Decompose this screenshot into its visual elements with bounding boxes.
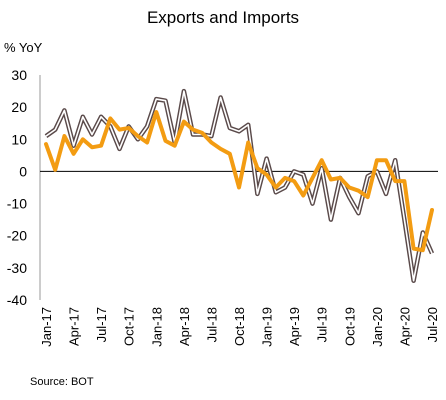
x-tick-label: Apr-20 (397, 307, 412, 346)
series-0 (44, 110, 434, 253)
y-tick-label: 30 (11, 67, 27, 83)
x-tick-label: Jan-17 (39, 307, 54, 347)
y-tick-label: 0 (19, 163, 27, 179)
x-tick-label: Apr-18 (177, 307, 192, 346)
x-tick-label: Jul-17 (94, 307, 109, 342)
series-line (44, 110, 434, 253)
x-tick-label: Jul-19 (315, 307, 330, 342)
y-tick-label: 10 (11, 131, 27, 147)
y-tick-label: -10 (7, 196, 27, 212)
x-tick-label: Jan-20 (370, 307, 385, 347)
y-tick-labels: 30 20 10 0 -10 -20 -30 -40 (7, 67, 27, 308)
y-tick-label: 20 (11, 99, 27, 115)
x-tick-label: Apr-17 (67, 307, 82, 346)
x-tick-label: Oct-19 (342, 307, 357, 346)
chart-title: Exports and Imports (146, 8, 300, 27)
y-axis-label: % YoY (4, 40, 43, 55)
x-tick-label: Oct-18 (232, 307, 247, 346)
x-tick-label: Jul-18 (204, 307, 219, 342)
series-line-inner (45, 90, 433, 282)
y-tick-label: -40 (7, 292, 27, 308)
x-tick-label: Apr-19 (287, 307, 302, 346)
y-tick-label: -20 (7, 228, 27, 244)
series-1 (44, 88, 435, 283)
source-note: Source: BOT (30, 376, 94, 388)
x-tick-labels: Jan-17 Apr-17 Jul-17 Oct-17 Jan-18 Apr-18 Jul-… (39, 307, 440, 347)
series-layer (44, 88, 435, 283)
x-tick-label: Oct-17 (122, 307, 137, 346)
x-tick-label: Jul-20 (425, 307, 440, 342)
x-tick-label: Jan-18 (149, 307, 164, 347)
y-tick-label: -30 (7, 260, 27, 276)
x-tick-label: Jan-19 (260, 307, 275, 347)
